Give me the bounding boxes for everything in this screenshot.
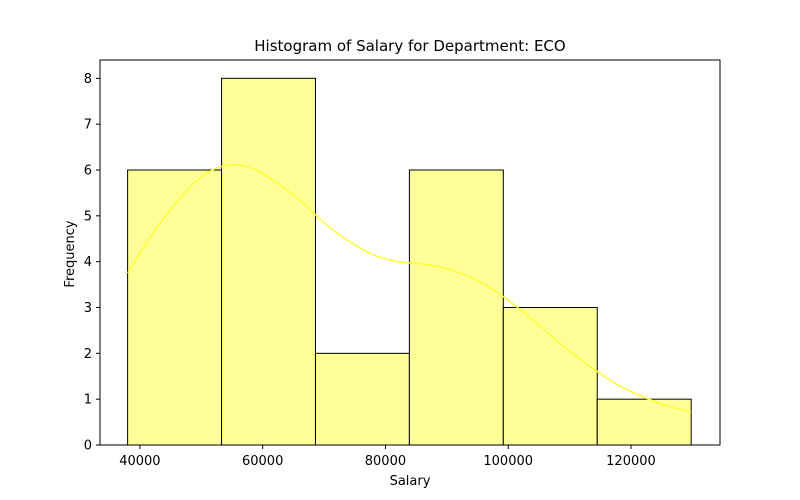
- histogram-bar-5: [502, 307, 598, 446]
- y-tick-label: 4: [84, 255, 92, 270]
- y-tick-label: 7: [84, 118, 92, 133]
- histogram-bar-4: [408, 169, 504, 446]
- x-tick-label: 120000: [606, 454, 656, 469]
- histogram-bar-1: [127, 169, 223, 446]
- plot-frame: [99, 59, 721, 446]
- x-axis: 40000 60000 80000 100000 120000: [119, 445, 656, 469]
- chart-title: Histogram of Salary for Department: ECO: [254, 37, 565, 55]
- bars-group: [127, 77, 692, 446]
- x-axis-label: Salary: [390, 474, 431, 489]
- y-tick-label: 0: [84, 439, 92, 454]
- y-tick-label: 1: [84, 393, 92, 408]
- y-tick-label: 5: [84, 209, 92, 224]
- x-tick-label: 100000: [483, 454, 533, 469]
- x-tick-label: 40000: [119, 454, 160, 469]
- histogram-bar-3: [314, 352, 410, 446]
- kde-curve: [126, 164, 692, 413]
- y-tick-label: 2: [84, 347, 92, 362]
- y-axis: 0 1 2 3 4 5 6 7 8: [84, 72, 100, 454]
- y-tick-label: 6: [84, 164, 92, 179]
- y-axis-label: Frequency: [63, 220, 78, 287]
- y-tick-label: 3: [84, 301, 92, 316]
- histogram-bar-6: [596, 398, 692, 446]
- x-tick-label: 60000: [242, 454, 283, 469]
- x-tick-label: 80000: [365, 454, 406, 469]
- histogram-bar-2: [221, 77, 316, 446]
- y-tick-label: 8: [84, 72, 92, 87]
- kde-group: [126, 164, 692, 413]
